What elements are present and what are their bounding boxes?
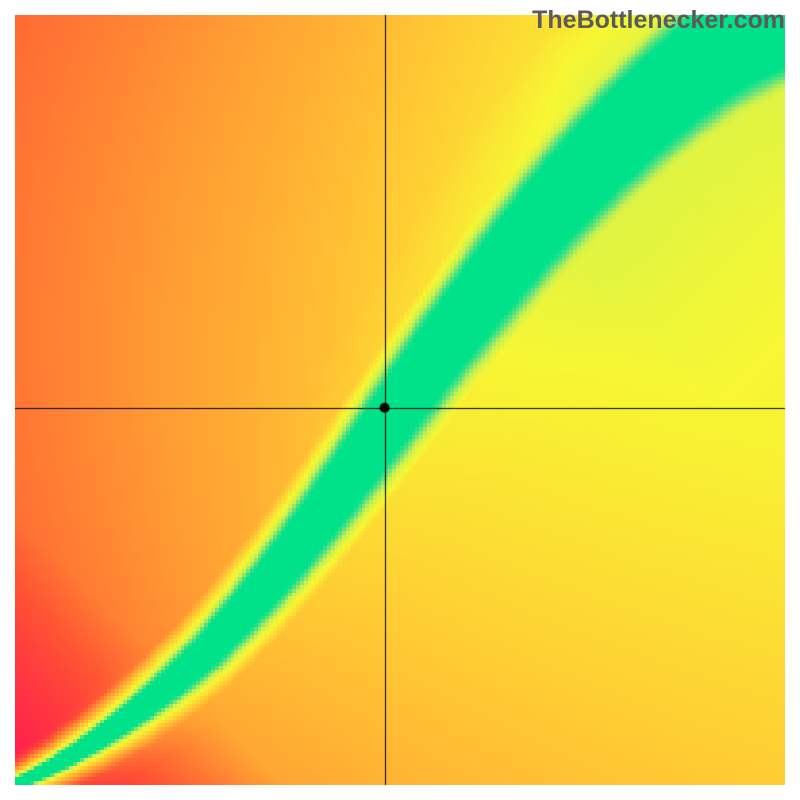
- chart-container: TheBottlenecker.com: [0, 0, 800, 800]
- bottleneck-heatmap: [0, 0, 800, 800]
